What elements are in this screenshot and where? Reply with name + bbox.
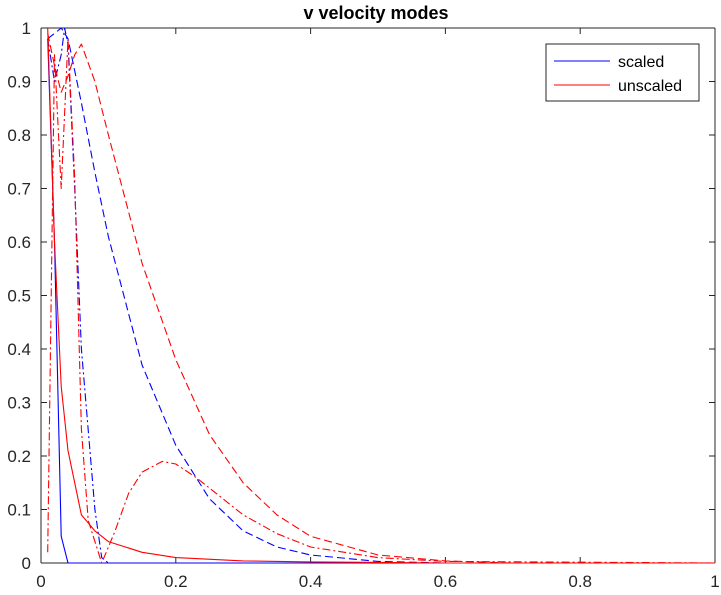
legend-box: [545, 43, 700, 102]
x-tick-label: 0.6: [434, 572, 458, 591]
x-tick-label: 0.4: [299, 572, 323, 591]
series-line-unscaled-solid: [47, 27, 715, 564]
legend-label-unscaled: unscaled: [618, 78, 682, 95]
legend-label-scaled: scaled: [618, 54, 664, 71]
y-tick-label: 0: [22, 554, 31, 573]
plot-area: [47, 27, 716, 564]
series-line-scaled-dashed: [47, 27, 715, 564]
x-tick-label: 0: [36, 572, 45, 591]
y-tick-label: 0.3: [7, 394, 31, 413]
y-tick-label: 0.5: [7, 287, 31, 306]
y-tick-label: 0.6: [7, 233, 31, 252]
y-tick-label: 0.1: [7, 501, 31, 520]
chart-title: v velocity modes: [303, 3, 448, 23]
x-tick-label: 0.2: [164, 572, 188, 591]
y-tick-label: 0.9: [7, 73, 31, 92]
x-tick-label: 1: [710, 572, 719, 591]
y-tick-label: 0.8: [7, 126, 31, 145]
legend: scaled unscaled: [545, 43, 700, 102]
y-tick-label: 0.7: [7, 180, 31, 199]
y-tick-label: 0.2: [7, 447, 31, 466]
axes: 0 0.2 0.4 0.6 0.8 1 0 0.1 0.2 0.3 0.4 0.5 0.6 0.7 0.8 0…: [7, 19, 719, 591]
series-line-unscaled-dashed: [47, 33, 715, 564]
series-line-unscaled-dashdot: [47, 38, 716, 564]
y-tick-label: 0.4: [7, 340, 31, 359]
y-tick-label: 1: [22, 19, 31, 38]
x-tick-label: 0.8: [568, 572, 592, 591]
